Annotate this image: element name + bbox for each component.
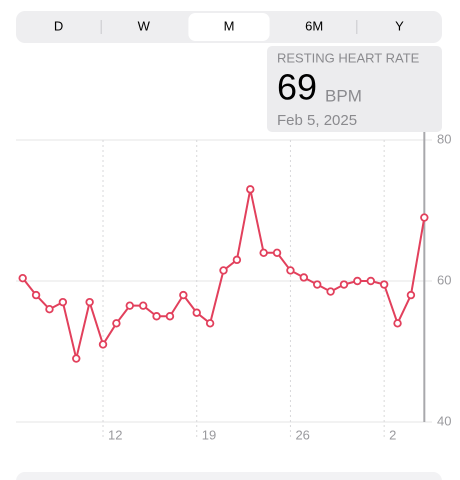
point [246, 185, 255, 194]
segment-label[interactable]: M [224, 18, 235, 33]
point [299, 273, 309, 282]
segment-label[interactable]: 6M [305, 18, 323, 33]
x-tick-label: 12 [108, 427, 122, 442]
point [232, 255, 242, 265]
point [179, 290, 188, 300]
point [326, 287, 335, 296]
segment-label[interactable]: Y [395, 18, 404, 33]
tooltip [267, 46, 442, 132]
point [259, 248, 268, 257]
point [339, 280, 349, 289]
point [393, 319, 402, 328]
point [31, 290, 41, 300]
segment-label[interactable]: W [138, 18, 151, 33]
point [219, 266, 228, 275]
tooltip-title: RESTING HEART RATE [277, 50, 420, 65]
point [152, 312, 161, 321]
y-tick-label: 60 [437, 272, 451, 287]
point [72, 354, 81, 363]
x-tick-label: 26 [295, 427, 309, 442]
tooltip-date: Feb 5, 2025 [277, 112, 357, 129]
point [192, 308, 201, 317]
point [45, 305, 54, 314]
point [379, 280, 389, 289]
point [313, 280, 322, 289]
tooltip-value: 69 [277, 67, 317, 108]
point [366, 276, 375, 286]
segment-selected[interactable] [188, 13, 270, 41]
point [165, 312, 175, 321]
point [406, 290, 416, 300]
y-tick-label: 40 [437, 413, 451, 428]
point [98, 340, 108, 349]
point [138, 301, 148, 310]
point [85, 297, 94, 307]
tooltip-unit: BPM [325, 86, 362, 105]
point [272, 248, 282, 257]
point [112, 319, 121, 328]
x-tick-label: 2 [389, 427, 396, 442]
point [18, 273, 27, 283]
segment-label[interactable]: D [54, 18, 63, 33]
point [286, 266, 295, 275]
point [353, 276, 362, 286]
y-tick-label: 80 [437, 131, 451, 146]
card [16, 472, 442, 480]
point [420, 213, 429, 222]
point [205, 319, 215, 328]
x-tick-label: 19 [202, 427, 216, 442]
point [125, 301, 134, 310]
point [58, 297, 68, 307]
